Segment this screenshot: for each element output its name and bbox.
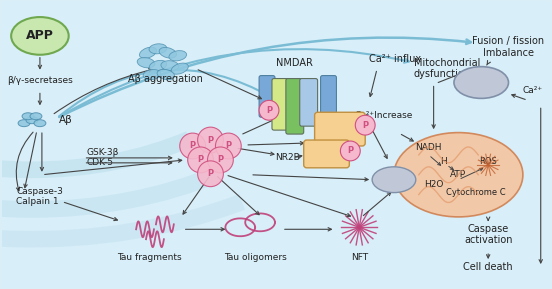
Text: Fyn: Fyn <box>318 149 335 159</box>
Text: H: H <box>440 157 447 166</box>
Ellipse shape <box>372 167 416 192</box>
Text: Cytochrome C: Cytochrome C <box>447 188 506 197</box>
Ellipse shape <box>157 69 174 80</box>
Text: dysfunction: dysfunction <box>414 68 471 79</box>
Text: Calpain 1: Calpain 1 <box>16 197 59 206</box>
FancyBboxPatch shape <box>321 76 336 117</box>
FancyBboxPatch shape <box>286 79 304 134</box>
Text: PSD95: PSD95 <box>325 125 354 134</box>
Circle shape <box>341 141 360 161</box>
Text: Ca²⁺: Ca²⁺ <box>523 86 543 95</box>
Ellipse shape <box>171 63 188 74</box>
Ellipse shape <box>11 17 68 55</box>
Text: Tau fragments: Tau fragments <box>116 253 181 262</box>
Text: P: P <box>225 142 231 151</box>
Text: NADH: NADH <box>416 143 442 153</box>
Ellipse shape <box>161 61 179 71</box>
Text: Ca²⁺ influx: Ca²⁺ influx <box>369 54 421 64</box>
Text: ROS: ROS <box>479 157 497 166</box>
Ellipse shape <box>149 60 167 71</box>
Text: CDK-5: CDK-5 <box>87 158 114 167</box>
Text: P: P <box>198 155 204 164</box>
Ellipse shape <box>34 120 46 127</box>
Text: NFT: NFT <box>351 253 368 262</box>
Ellipse shape <box>22 113 34 120</box>
Ellipse shape <box>149 44 167 54</box>
Text: Imbalance: Imbalance <box>482 48 533 58</box>
FancyBboxPatch shape <box>259 76 275 117</box>
Text: P: P <box>347 147 353 155</box>
Circle shape <box>198 127 224 153</box>
FancyBboxPatch shape <box>272 79 290 130</box>
Text: P: P <box>208 169 214 178</box>
Text: P: P <box>189 142 196 151</box>
Text: NR2B: NR2B <box>275 153 300 162</box>
Text: Mitochondrial: Mitochondrial <box>414 58 480 68</box>
Ellipse shape <box>26 117 38 124</box>
Text: GSK-3β: GSK-3β <box>87 149 119 158</box>
Text: ATP: ATP <box>450 170 466 179</box>
Text: P: P <box>362 121 368 130</box>
Text: P: P <box>217 155 224 164</box>
Circle shape <box>208 147 233 173</box>
Text: Drp1: Drp1 <box>469 77 493 88</box>
Ellipse shape <box>18 120 30 127</box>
Text: Aβ: Aβ <box>59 115 72 125</box>
FancyBboxPatch shape <box>304 140 349 168</box>
Circle shape <box>215 133 241 159</box>
Text: Aβ aggregation: Aβ aggregation <box>129 74 203 84</box>
Text: Fusion / fission: Fusion / fission <box>472 36 544 46</box>
Text: Caspase: Caspase <box>468 224 509 234</box>
Ellipse shape <box>137 58 155 68</box>
Ellipse shape <box>454 67 508 98</box>
Text: Drp1: Drp1 <box>383 175 405 184</box>
Ellipse shape <box>169 51 187 61</box>
FancyBboxPatch shape <box>300 79 317 126</box>
Circle shape <box>198 161 224 187</box>
Text: activation: activation <box>464 235 512 245</box>
FancyBboxPatch shape <box>315 112 365 146</box>
Ellipse shape <box>143 70 161 80</box>
Text: APP: APP <box>26 29 54 42</box>
Text: H2O: H2O <box>424 180 443 189</box>
Text: Caspase-3: Caspase-3 <box>16 187 63 196</box>
Text: NMDAR: NMDAR <box>277 58 313 68</box>
Text: P: P <box>266 106 272 115</box>
Text: Ca²⁺Increase: Ca²⁺Increase <box>354 111 413 120</box>
Circle shape <box>355 115 375 135</box>
Ellipse shape <box>30 113 42 120</box>
Text: Cell death: Cell death <box>463 262 513 272</box>
Text: β/γ-secretases: β/γ-secretases <box>7 76 73 85</box>
Ellipse shape <box>140 47 157 58</box>
Circle shape <box>259 100 279 120</box>
Circle shape <box>180 133 205 159</box>
Ellipse shape <box>394 133 523 217</box>
Ellipse shape <box>159 47 177 58</box>
Text: P: P <box>208 136 214 144</box>
Text: Tau oligomers: Tau oligomers <box>224 253 286 262</box>
Circle shape <box>188 147 214 173</box>
